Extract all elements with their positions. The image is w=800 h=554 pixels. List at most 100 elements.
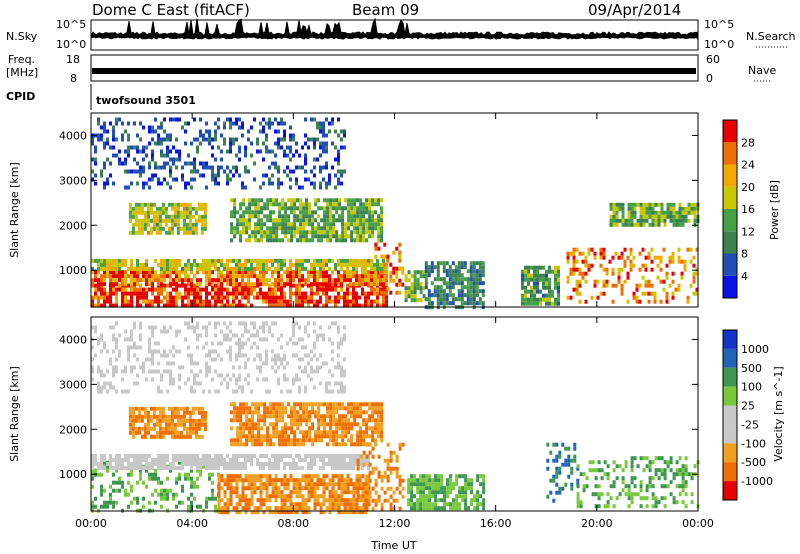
heatmap-cell	[307, 486, 311, 491]
heatmap-cell	[193, 484, 196, 489]
heatmap-cell	[319, 494, 323, 499]
heatmap-cell	[344, 422, 348, 427]
heatmap-cell	[343, 258, 346, 263]
heatmap-cell	[190, 466, 193, 470]
heatmap-cell	[217, 510, 221, 515]
heatmap-cell	[290, 406, 294, 411]
heatmap-cell	[109, 466, 112, 470]
heatmap-cell	[331, 506, 335, 511]
heatmap-cell	[223, 494, 227, 499]
heatmap-cell	[184, 454, 187, 458]
heatmap-cell	[678, 472, 682, 477]
heatmap-cell	[226, 478, 230, 483]
heatmap-cell	[566, 275, 570, 280]
heatmap-cell	[328, 482, 332, 487]
heatmap-cell	[358, 486, 362, 491]
heatmap-cell	[665, 275, 669, 280]
heatmap-cell	[380, 486, 384, 491]
heatmap-cell	[533, 293, 536, 298]
heatmap-cell	[211, 282, 214, 287]
heatmap-cell	[253, 486, 257, 491]
heatmap-cell	[642, 496, 646, 501]
heatmap-cell	[257, 406, 261, 411]
heatmap-cell	[260, 434, 264, 439]
heatmap-cell	[319, 141, 322, 146]
heatmap-cell	[335, 442, 339, 447]
heatmap-cell	[136, 480, 139, 485]
heatmap-cell	[464, 482, 468, 487]
heatmap-cell	[352, 262, 355, 267]
heatmap-cell	[353, 418, 357, 423]
heatmap-cell	[190, 299, 193, 304]
heatmap-cell	[247, 282, 250, 287]
heatmap-cell	[188, 410, 192, 415]
heatmap-cell	[395, 454, 399, 459]
heatmap-cell	[349, 258, 352, 263]
heatmap-cell	[695, 291, 699, 296]
heatmap-cell	[181, 270, 184, 275]
heatmap-cell	[352, 462, 355, 466]
heatmap-cell	[256, 282, 259, 287]
heatmap-cell	[627, 496, 631, 501]
heatmap-cell	[275, 418, 279, 423]
heatmap-cell	[154, 278, 157, 283]
heatmap-cell	[368, 470, 372, 475]
heatmap-cell	[320, 430, 324, 435]
heatmap-cell	[332, 406, 336, 411]
heatmap-cell	[185, 410, 189, 415]
heatmap-cell	[97, 117, 100, 122]
heatmap-cell	[133, 270, 136, 275]
heatmap-cell	[639, 456, 643, 461]
heatmap-cell	[653, 295, 657, 300]
heatmap-cell	[100, 337, 103, 342]
heatmap-cell	[377, 246, 381, 251]
heatmap-cell	[602, 247, 606, 252]
heatmap-cell	[157, 462, 160, 466]
heatmap-cell	[356, 494, 360, 499]
heatmap-cell	[286, 482, 290, 487]
heatmap-cell	[172, 177, 175, 182]
heatmap-cell	[226, 498, 230, 503]
heatmap-cell	[347, 202, 351, 207]
heatmap-cell	[115, 278, 118, 283]
heatmap-cell	[242, 198, 246, 203]
heatmap-cell	[355, 506, 359, 511]
heatmap-cell	[202, 161, 205, 166]
heatmap-cell	[275, 226, 279, 231]
heatmap-cell	[332, 230, 336, 235]
heatmap-cell	[232, 274, 235, 279]
heatmap-cell	[331, 282, 334, 287]
heatmap-cell	[163, 278, 166, 283]
heatmap-cell	[232, 303, 235, 308]
heatmap-cell	[338, 426, 342, 431]
heatmap-cell	[374, 218, 378, 223]
heatmap-cell	[251, 414, 255, 419]
heatmap-cell	[356, 238, 360, 243]
heatmap-cell	[271, 287, 274, 292]
heatmap-cell	[155, 418, 159, 423]
heatmap-cell	[305, 434, 309, 439]
heatmap-cell	[241, 454, 244, 458]
heatmap-cell	[353, 198, 357, 203]
heatmap-cell	[316, 278, 319, 283]
heatmap-cell	[176, 418, 180, 423]
heatmap-cell	[395, 498, 399, 503]
heatmap-cell	[352, 458, 355, 462]
heatmap-cell	[639, 488, 643, 493]
heatmap-cell	[214, 283, 217, 288]
heatmap-cell	[146, 218, 150, 223]
heatmap-cell	[112, 337, 115, 342]
heatmap-cell	[253, 266, 256, 271]
heatmap-cell	[376, 278, 379, 283]
heatmap-cell	[361, 506, 365, 511]
heatmap-cell	[151, 357, 154, 362]
heatmap-cell	[340, 169, 343, 174]
freq-trace	[92, 68, 696, 74]
heatmap-cell	[121, 377, 124, 382]
heatmap-cell	[251, 402, 255, 407]
heatmap-cell	[567, 458, 571, 463]
heatmap-cell	[482, 502, 486, 507]
heatmap-cell	[284, 422, 288, 427]
heatmap-cell	[241, 262, 244, 267]
heatmap-cell	[188, 210, 192, 215]
